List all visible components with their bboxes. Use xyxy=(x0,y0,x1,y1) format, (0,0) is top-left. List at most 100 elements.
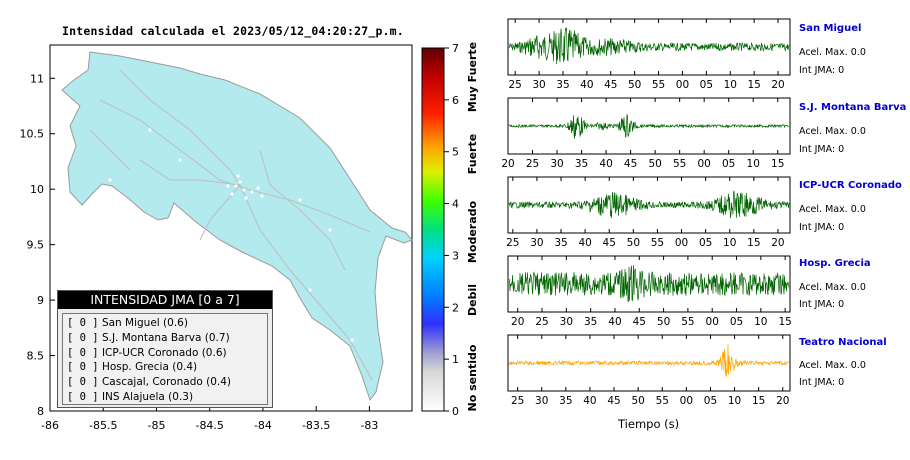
map-x-tick-label: -83.5 xyxy=(302,419,330,432)
legend-row: [ 0 ] San Miguel (0.6) xyxy=(67,317,188,329)
waveform-tick-label: 35 xyxy=(559,395,572,407)
waveform-tick-label: 05 xyxy=(704,395,717,407)
legend-row: [ 0 ] ICP-UCR Coronado (0.6) xyxy=(67,346,227,359)
colorbar-tick-labels: 7 6 5 4 3 2 1 0 xyxy=(444,42,459,418)
waveform-tick-label: 10 xyxy=(723,237,736,249)
waveform-tick-label: 20 xyxy=(771,237,784,249)
waveform-tick-label: 30 xyxy=(535,395,548,407)
waveform-trace xyxy=(508,264,790,303)
waveform-tick-label: 35 xyxy=(554,237,567,249)
station-accel: Acel. Max. 0.0 xyxy=(799,204,866,215)
colorbar-tick-label: 5 xyxy=(452,146,459,159)
station-intensity: Int JMA: 0 xyxy=(799,299,845,310)
map-x-tick-label: -85 xyxy=(147,419,165,432)
station-marker xyxy=(178,158,182,162)
colorbar-category-label: Debil xyxy=(466,284,479,316)
intensity-legend: INTENSIDAD JMA [0 a 7] [ 0 ] San Miguel … xyxy=(57,290,273,408)
waveform-tick-label: 45 xyxy=(604,79,617,91)
station-name: Teatro Nacional xyxy=(799,337,887,348)
waveform-tick-label: 35 xyxy=(556,79,569,91)
waveform-panels: 25 30 35 40 45 50 55 00 05 10 15 20 20 25 30 35 40 45 50 55… xyxy=(501,18,792,407)
legend-list: [ 0 ] San Miguel (0.6) [ 0 ] S.J. Montan… xyxy=(62,313,268,405)
time-axis-label: Tiempo (s) xyxy=(618,417,680,431)
map-y-tick-label: 9 xyxy=(37,294,44,307)
waveform-tick-label: 55 xyxy=(673,158,686,170)
waveform-trace xyxy=(508,344,790,377)
map-title: Intensidad calculada el 2023/05/12_04:20… xyxy=(62,24,404,38)
station-marker xyxy=(250,190,254,194)
colorbar-category-label: Muy Fuerte xyxy=(466,42,479,112)
station-marker xyxy=(244,196,248,200)
station-marker xyxy=(148,128,152,132)
waveform-tick-label: 00 xyxy=(680,395,693,407)
colorbar-tick-label: 2 xyxy=(452,301,459,314)
legend-row: [ 0 ] Hosp. Grecia (0.4) xyxy=(67,361,198,374)
station-name: S.J. Montana Barva xyxy=(799,102,907,113)
waveform-tick-label: 25 xyxy=(535,316,548,328)
waveform-tick-label: 50 xyxy=(648,158,661,170)
waveform-tick-label: 25 xyxy=(511,395,524,407)
waveform-tick-label: 30 xyxy=(560,316,573,328)
colorbar-category-label: Moderado xyxy=(466,201,479,264)
map-y-tick-label: 9.5 xyxy=(27,239,45,252)
colorbar-tick-label: 0 xyxy=(452,405,459,418)
waveform-tick-label: 55 xyxy=(681,316,694,328)
legend-row: [ 0 ] Cascajal, Coronado (0.4) xyxy=(67,376,232,389)
waveform-tick-label: 25 xyxy=(506,237,519,249)
map-x-tick-label: -84.5 xyxy=(195,419,223,432)
waveform-tick-label: 50 xyxy=(631,395,644,407)
station-intensity: Int JMA: 0 xyxy=(799,144,845,155)
waveform-tick-label: 05 xyxy=(730,316,743,328)
colorbar-category-label: No sentido xyxy=(466,344,479,411)
station-marker xyxy=(236,174,240,178)
station-marker xyxy=(350,338,354,342)
station-intensity: Int JMA: 0 xyxy=(799,65,845,76)
station-marker xyxy=(298,198,302,202)
colorbar-category-label: Fuerte xyxy=(466,134,479,174)
waveform-tick-label: 55 xyxy=(652,79,665,91)
waveform-tick-label: 50 xyxy=(627,237,640,249)
colorbar xyxy=(421,47,445,412)
station-marker xyxy=(242,188,246,192)
station-accel: Acel. Max. 0.0 xyxy=(799,47,866,58)
waveform-tick-label: 25 xyxy=(526,158,539,170)
waveform-tick-label: 15 xyxy=(778,316,791,328)
station-marker xyxy=(308,288,312,292)
station-marker xyxy=(234,184,238,188)
station-marker xyxy=(230,192,234,196)
waveform-tick-label: 35 xyxy=(575,158,588,170)
waveform-tick-label: 15 xyxy=(747,79,760,91)
waveform-tick-label: 00 xyxy=(676,79,689,91)
station-intensity: Int JMA: 0 xyxy=(799,222,845,233)
station-accel: Acel. Max. 0.0 xyxy=(799,282,866,293)
waveform-tick-label: 05 xyxy=(700,79,713,91)
waveform-tick-label: 25 xyxy=(508,79,521,91)
waveform-tick-label: 10 xyxy=(754,316,767,328)
colorbar-tick-label: 6 xyxy=(452,94,459,107)
waveform-tick-label: 55 xyxy=(656,395,669,407)
waveform-tick-label: 15 xyxy=(752,395,765,407)
waveform-tick-label: 50 xyxy=(657,316,670,328)
colorbar-tick-label: 3 xyxy=(452,249,459,262)
waveform-panel: 20 25 30 35 40 45 50 55 00 05 10 15 xyxy=(507,255,792,328)
station-intensity: Int JMA: 0 xyxy=(799,377,845,388)
station-name: Hosp. Grecia xyxy=(799,258,871,269)
waveform-tick-label: 15 xyxy=(771,158,784,170)
waveform-tick-label: 00 xyxy=(675,237,688,249)
station-name: San Miguel xyxy=(799,23,862,34)
colorbar-category-labels: Muy Fuerte Fuerte Moderado Debil No sentido xyxy=(466,42,479,412)
waveform-panel: 25 30 35 40 45 50 55 00 05 10 15 20 xyxy=(507,18,791,91)
map-y-tick-label: 8 xyxy=(37,405,44,418)
map-y-tick-label: 10.5 xyxy=(20,128,45,141)
map-station-markers xyxy=(108,128,354,342)
legend-header: INTENSIDAD JMA [0 a 7] xyxy=(58,291,272,309)
waveform-tick-label: 10 xyxy=(724,79,737,91)
waveform-trace xyxy=(508,27,790,65)
waveform-panel: 25 30 35 40 45 50 55 00 05 10 15 20 xyxy=(506,176,791,249)
station-marker xyxy=(260,194,264,198)
station-name: ICP-UCR Coronado xyxy=(799,180,902,191)
map-x-tick-label: -84 xyxy=(254,419,272,432)
waveform-tick-label: 10 xyxy=(747,158,760,170)
legend-row: [ 0 ] INS Alajuela (0.3) xyxy=(67,390,194,403)
